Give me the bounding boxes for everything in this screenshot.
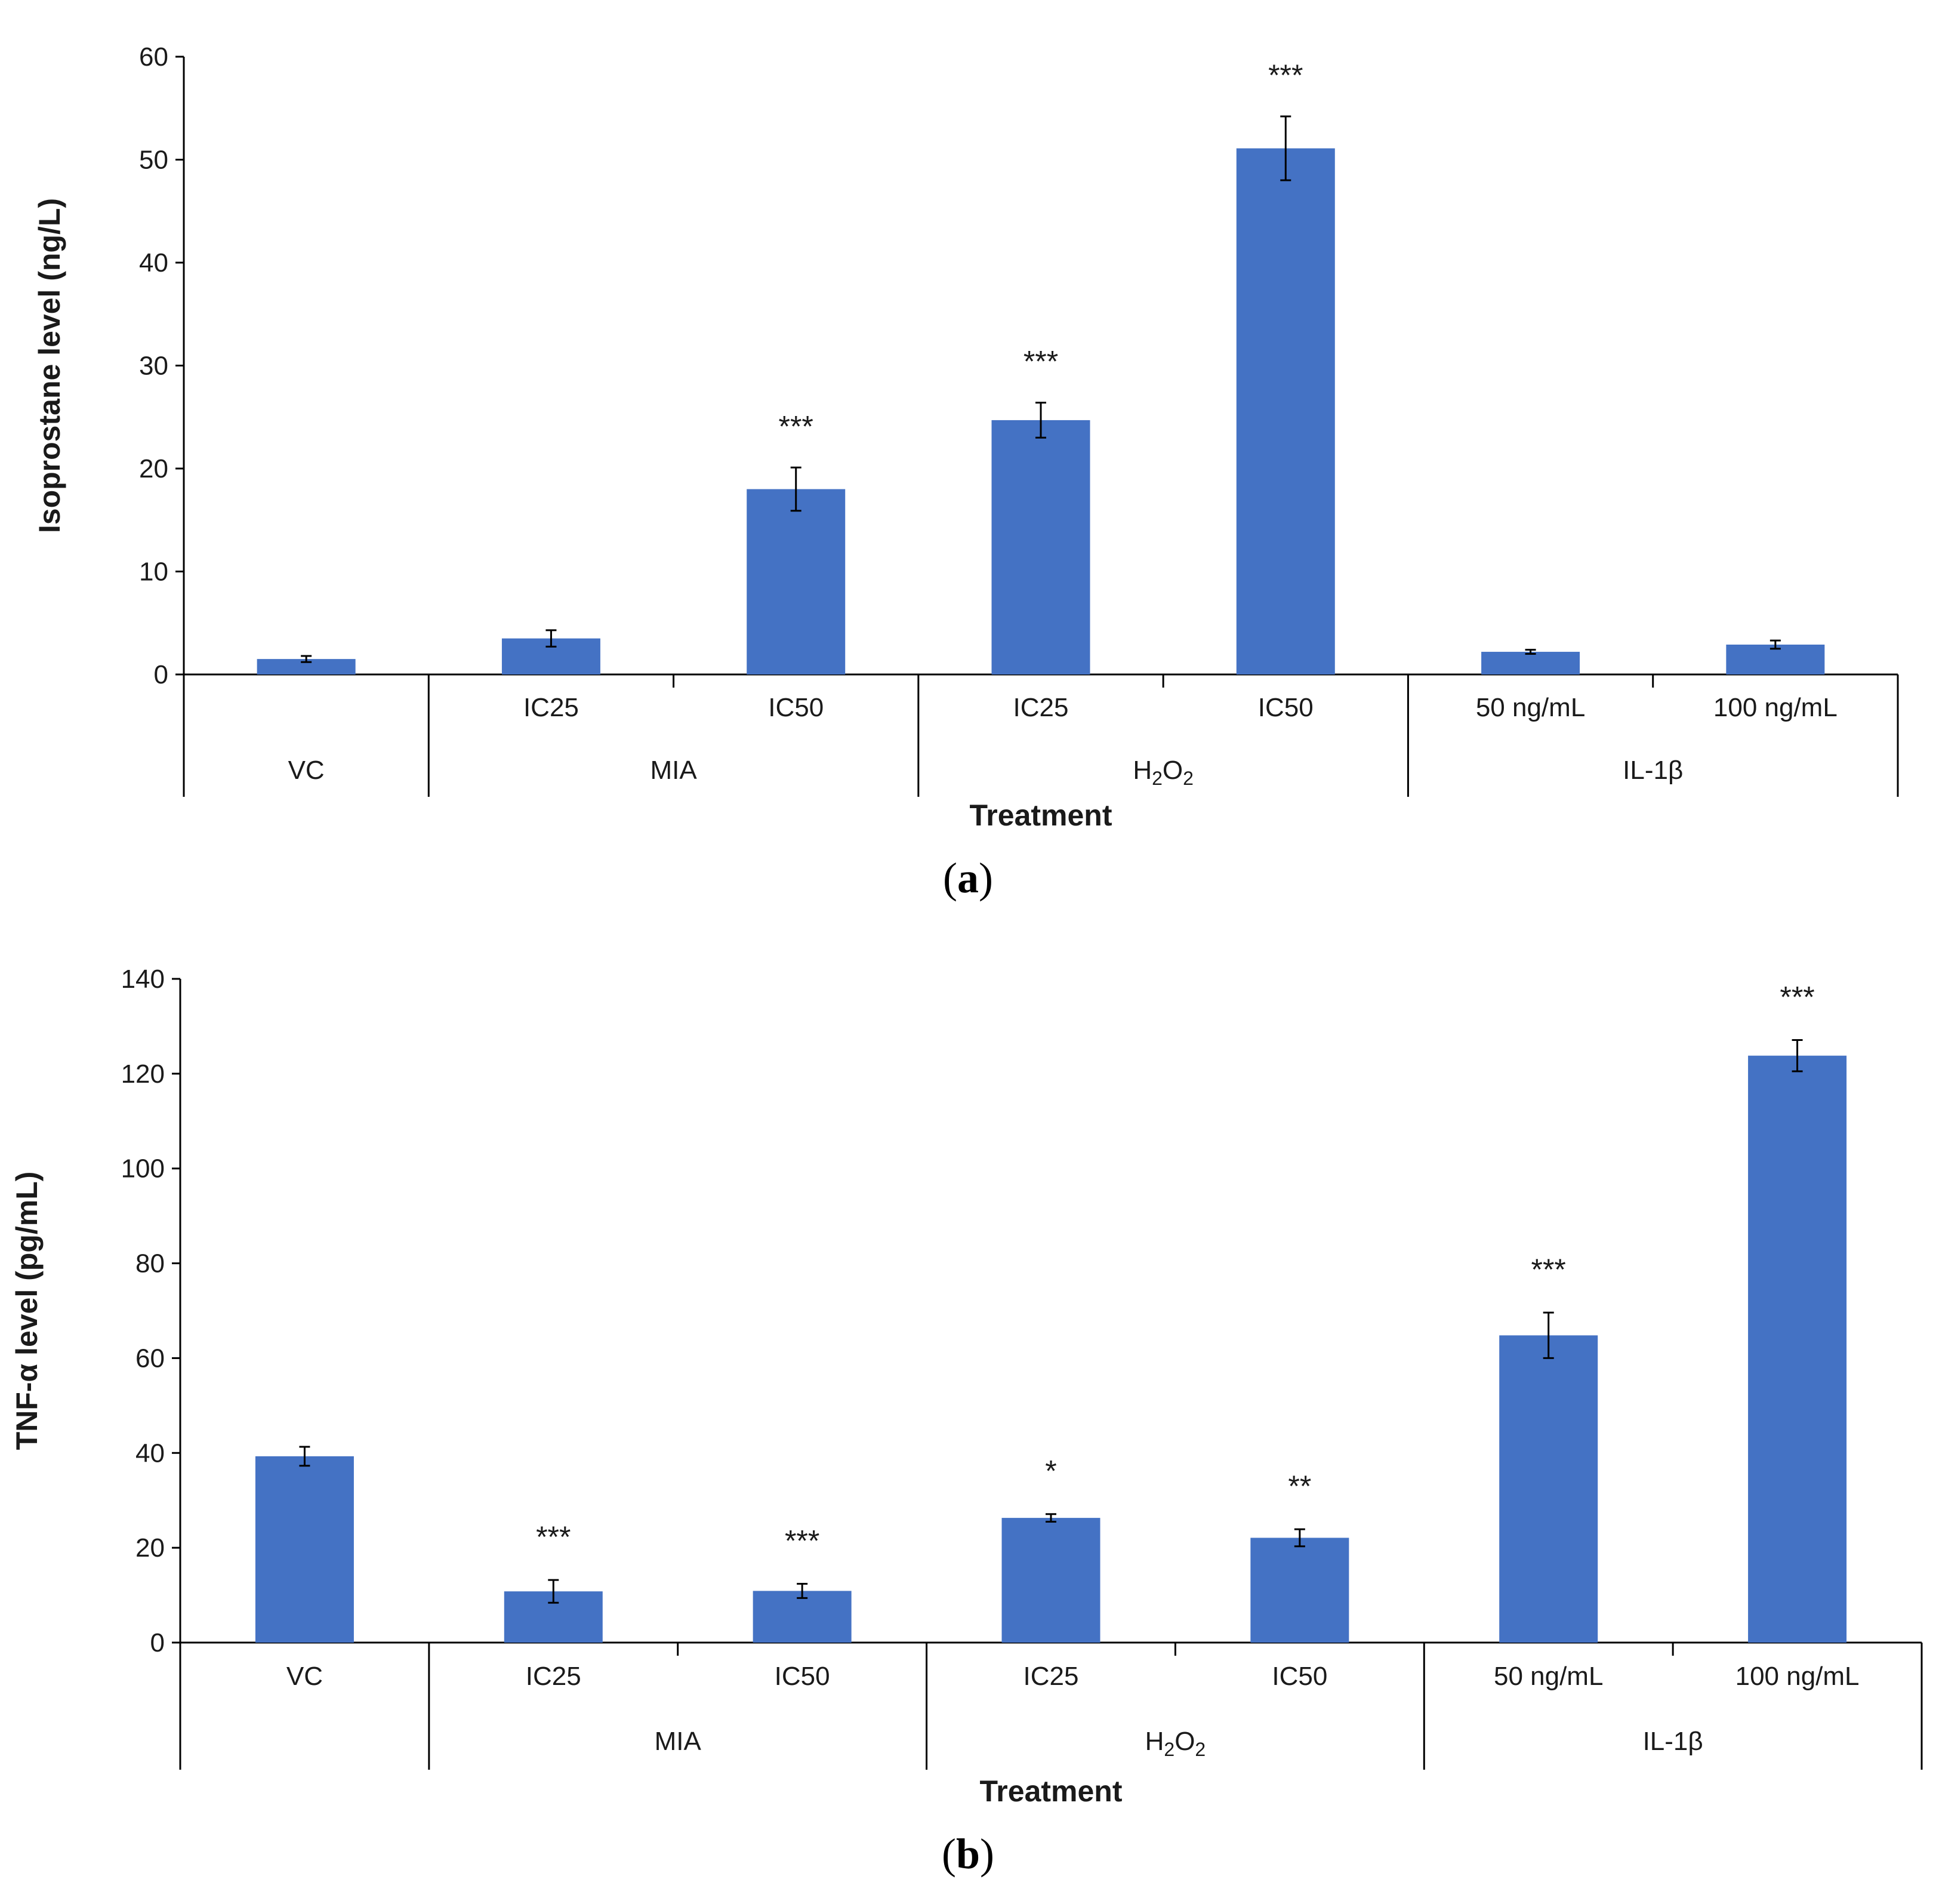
significance-label: ** <box>1288 1469 1311 1503</box>
x-tick-label: IC50 <box>768 693 824 722</box>
significance-label: *** <box>1780 980 1814 1013</box>
x-tick-label: IC50 <box>1258 693 1314 722</box>
panel-label: (a) <box>943 854 993 902</box>
x-tick-label: 50 ng/mL <box>1476 693 1585 722</box>
x-tick-label: IC25 <box>1024 1662 1079 1691</box>
y-tick-label: 80 <box>135 1249 165 1278</box>
significance-label: *** <box>1531 1253 1566 1286</box>
bar <box>753 1591 852 1643</box>
group-label: H2O2 <box>1145 1727 1206 1760</box>
significance-label: * <box>1045 1455 1056 1488</box>
chart-a: 0 10 20 30 40 50 60 Isoprostane level (ng/L) IC2… <box>33 42 1899 902</box>
x-tick-label: IC25 <box>523 693 579 722</box>
y-tick-label: 140 <box>121 965 165 994</box>
bar <box>991 420 1090 674</box>
group-label: MIA <box>650 756 697 785</box>
bar <box>1236 148 1335 674</box>
y-tick-label: 60 <box>139 42 168 72</box>
y-tick-label: 20 <box>139 454 168 483</box>
y-tick-label: 20 <box>135 1533 165 1563</box>
group-label: MIA <box>655 1727 702 1756</box>
bar <box>1250 1538 1349 1643</box>
x-tick-label: 100 ng/mL <box>1713 693 1838 722</box>
y-tick-label: 10 <box>139 557 168 587</box>
significance-label: *** <box>779 409 813 443</box>
significance-label: *** <box>785 1524 819 1558</box>
bar <box>1481 652 1580 674</box>
group-label: IL-1β <box>1643 1727 1703 1756</box>
y-tick-label: 40 <box>139 248 168 278</box>
y-tick-label: 0 <box>150 1628 165 1657</box>
group-label: IL-1β <box>1623 756 1683 785</box>
x-tick-label: IC25 <box>526 1662 581 1691</box>
x-tick-label: 100 ng/mL <box>1735 1662 1860 1691</box>
bar <box>747 489 846 674</box>
x-tick-label: IC50 <box>1272 1662 1327 1691</box>
chart-b: 0 20 40 60 80 100 120 140 TNF-α level (pg/mL) VC *… <box>10 965 1923 1878</box>
significance-label: *** <box>1268 58 1303 92</box>
x-axis-title: Treatment <box>980 1774 1123 1808</box>
group-label: VC <box>288 756 325 785</box>
y-tick-label: 40 <box>135 1438 165 1468</box>
y-tick-label: 0 <box>154 660 168 689</box>
significance-label: *** <box>536 1520 571 1554</box>
bar <box>1001 1518 1100 1643</box>
y-tick-label: 100 <box>121 1154 165 1184</box>
significance-label: *** <box>1024 345 1058 378</box>
x-tick-label: IC25 <box>1013 693 1069 722</box>
y-axis-title: TNF-α level (pg/mL) <box>10 1172 44 1450</box>
x-tick-label: IC50 <box>775 1662 830 1691</box>
y-axis-title: Isoprostane level (ng/L) <box>33 198 66 533</box>
x-axis-title: Treatment <box>970 799 1112 832</box>
y-tick-label: 50 <box>139 146 168 175</box>
x-tick-label: 50 ng/mL <box>1494 1662 1603 1691</box>
bar <box>255 1456 354 1643</box>
bar <box>1499 1335 1598 1643</box>
y-tick-label: 120 <box>121 1059 165 1089</box>
x-tick-label: VC <box>286 1662 323 1691</box>
y-tick-label: 60 <box>135 1344 165 1373</box>
panel-label: (b) <box>942 1830 994 1878</box>
group-label: H2O2 <box>1133 756 1194 789</box>
bar <box>1748 1055 1847 1643</box>
y-tick-label: 30 <box>139 352 168 381</box>
